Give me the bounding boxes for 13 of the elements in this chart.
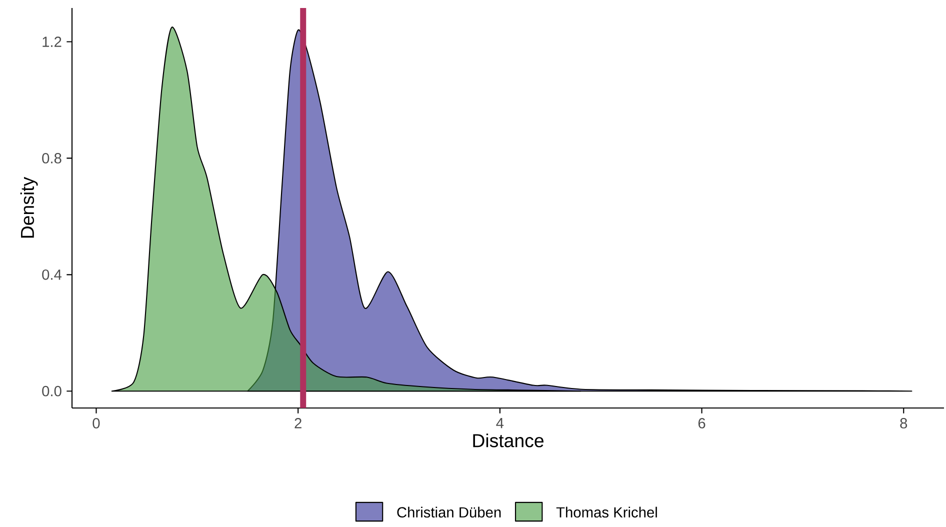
x-axis-title: Distance — [473, 434, 544, 448]
legend-label: Thomas Krichel — [556, 506, 657, 518]
x-tick-label: 0 — [92, 418, 100, 428]
x-tick-label: 4 — [496, 418, 504, 428]
x-tick-label: 8 — [900, 418, 908, 428]
y-tick-label: 0.0 — [42, 386, 62, 396]
x-tick-label: 6 — [698, 418, 706, 428]
x-tick-label: 2 — [294, 418, 302, 428]
y-axis-title: Density — [20, 176, 38, 238]
y-tick-label: 1.2 — [42, 36, 62, 47]
y-tick-label: 0.8 — [42, 153, 62, 164]
y-tick-label: 0.4 — [42, 269, 62, 280]
legend-label: Christian Düben — [397, 506, 501, 518]
